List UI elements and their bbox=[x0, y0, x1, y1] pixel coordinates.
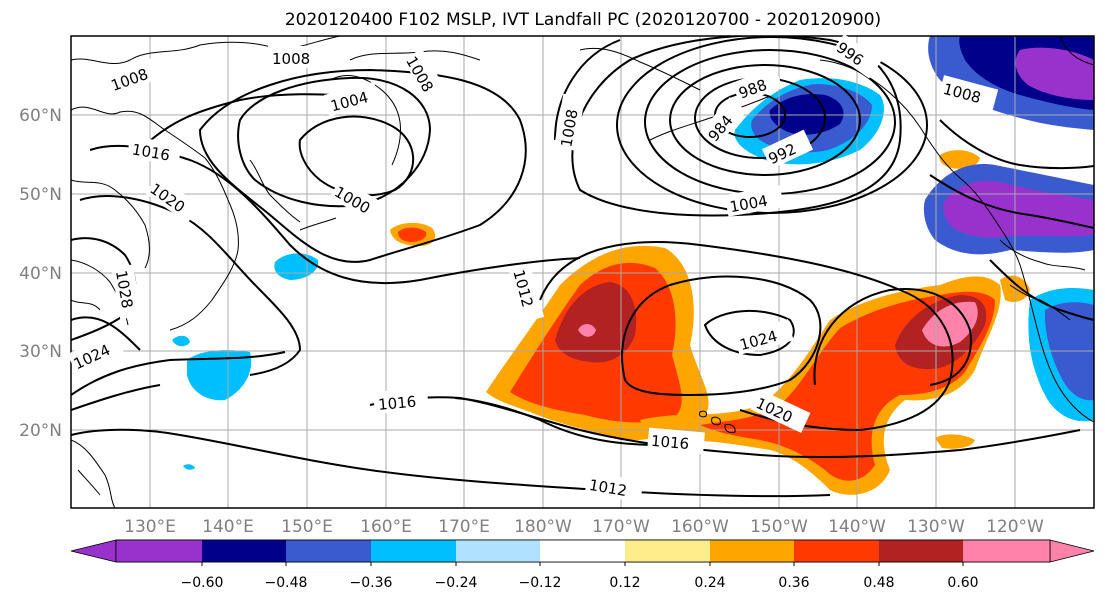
longitude-tick-label: 170°W bbox=[592, 517, 650, 537]
map-panel bbox=[71, 36, 1094, 508]
colorbar-segment bbox=[116, 540, 202, 562]
mslp-isobars bbox=[71, 36, 1094, 498]
colorbar-segment bbox=[879, 540, 963, 562]
colorbar-segment bbox=[710, 540, 794, 562]
longitude-tick-label: 170°E bbox=[438, 517, 490, 537]
longitude-tick-label: 150°W bbox=[750, 517, 808, 537]
colorbar-segment bbox=[794, 540, 879, 562]
colorbar-segment bbox=[540, 540, 625, 562]
longitude-tick-label: 160°E bbox=[360, 517, 412, 537]
latitude-tick-labels: 20°N 30°N 40°N 50°N 60°N bbox=[19, 106, 62, 441]
colorbar-tick-label: −0.12 bbox=[519, 575, 562, 591]
colorbar-segment bbox=[371, 540, 456, 562]
figure-title: 2020120400 F102 MSLP, IVT Landfall PC (2… bbox=[285, 10, 881, 30]
longitude-tick-label: 130°W bbox=[907, 517, 965, 537]
ivt-negative-region-pacific-northwest bbox=[923, 36, 1094, 422]
colorbar: −0.60 −0.48 −0.36 −0.24 −0.12 0.12 0.24 0.36 0.4… bbox=[70, 539, 1095, 591]
latitude-tick-label: 30°N bbox=[19, 342, 62, 362]
longitude-tick-label: 120°W bbox=[986, 517, 1044, 537]
longitude-tick-label: 140°W bbox=[828, 517, 886, 537]
colorbar-segment bbox=[456, 540, 540, 562]
longitude-tick-label: 130°E bbox=[124, 517, 176, 537]
map-frame bbox=[70, 35, 1095, 509]
latitude-tick-label: 50°N bbox=[19, 185, 62, 205]
colorbar-tick-label: 0.48 bbox=[863, 575, 894, 591]
longitude-tick-label: 160°W bbox=[671, 517, 729, 537]
longitude-tick-label: 140°E bbox=[202, 517, 254, 537]
colorbar-extend-high bbox=[1049, 539, 1095, 563]
latitude-tick-label: 20°N bbox=[19, 421, 62, 441]
colorbar-segment bbox=[625, 540, 710, 562]
ivt-positive-small-patches bbox=[390, 150, 1030, 449]
colorbar-tick-label: 0.12 bbox=[609, 575, 640, 591]
isobar-label: 1016 bbox=[650, 432, 690, 453]
colorbar-tick-label: 0.36 bbox=[778, 575, 809, 591]
colorbar-extend-low bbox=[70, 539, 117, 563]
colorbar-segment bbox=[202, 540, 286, 562]
isobar-label: 1016 bbox=[377, 393, 417, 414]
colorbar-tick-label: −0.48 bbox=[265, 575, 308, 591]
longitude-tick-labels: 130°E 140°E 150°E 160°E 170°E 180°W 170°W 160°W… bbox=[124, 517, 1044, 537]
colorbar-tick-label: −0.36 bbox=[350, 575, 393, 591]
ivt-negative-region-gulf-of-alaska bbox=[734, 78, 884, 165]
latitude-tick-label: 60°N bbox=[19, 106, 62, 126]
colorbar-segment bbox=[286, 540, 371, 562]
longitude-tick-label: 150°E bbox=[281, 517, 333, 537]
colorbar-tick-label: 0.24 bbox=[694, 575, 725, 591]
isobar-label: 1008 bbox=[272, 50, 310, 68]
colorbar-segment bbox=[963, 540, 1050, 562]
longitude-tick-label: 180°W bbox=[514, 517, 572, 537]
colorbar-tick-label: −0.60 bbox=[181, 575, 224, 591]
colorbar-tick-label: −0.24 bbox=[435, 575, 478, 591]
latitude-tick-label: 40°N bbox=[19, 264, 62, 284]
colorbar-tick-label: 0.60 bbox=[947, 575, 978, 591]
